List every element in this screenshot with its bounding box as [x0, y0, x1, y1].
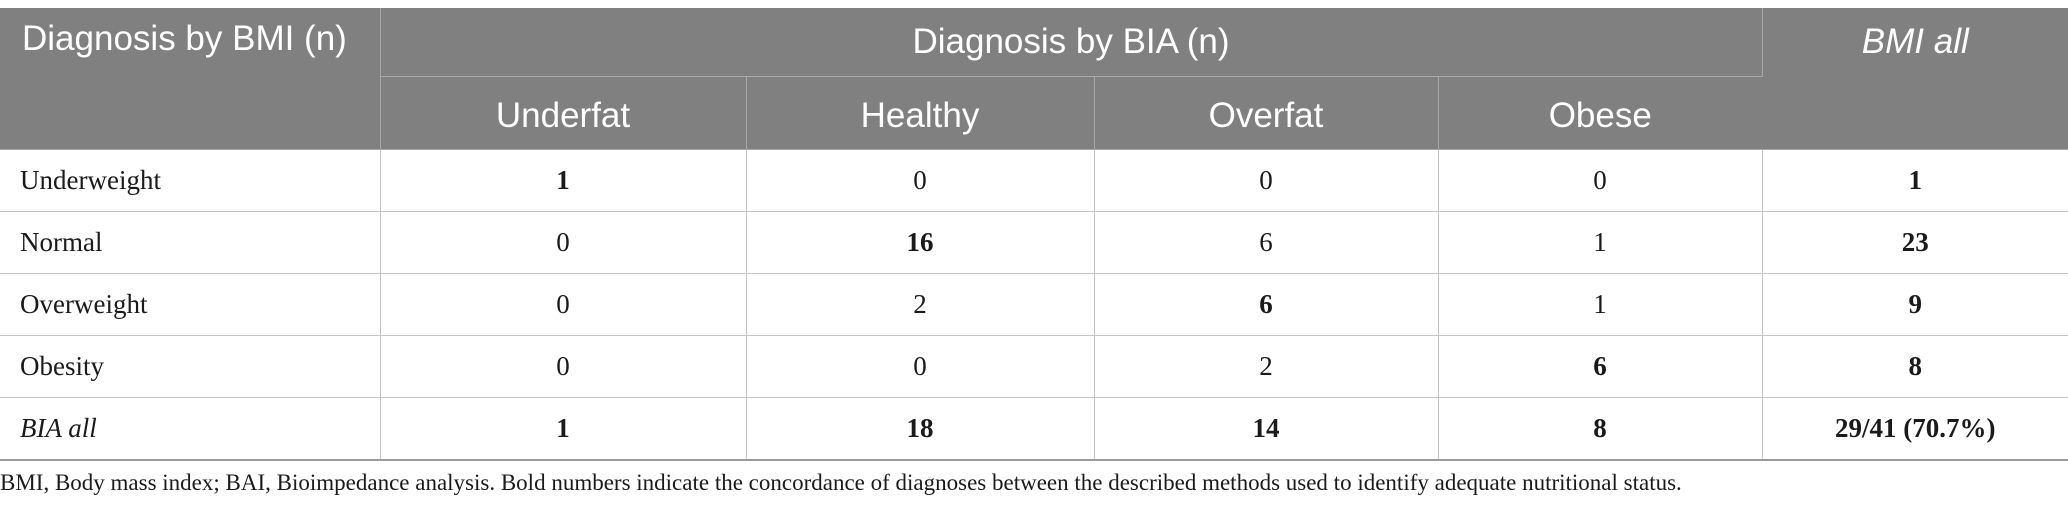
table-cell: 0	[1094, 149, 1439, 212]
header-row-group: Diagnosis by BMI (n) Diagnosis by BIA (n…	[0, 8, 2068, 150]
group-header-label: Diagnosis by BIA (n)	[380, 8, 1763, 77]
table-row-normal: Normal 0 16 6 1 23	[0, 211, 2068, 274]
table-cell: 2	[746, 273, 1095, 336]
row-label: BIA all	[0, 397, 381, 461]
column-total-cell: 8	[1438, 397, 1763, 461]
table-cell: 1	[380, 149, 747, 212]
row-header-label: Diagnosis by BMI (n)	[0, 8, 381, 150]
column-header-healthy: Healthy	[746, 76, 1095, 150]
row-total-cell: 8	[1762, 335, 2068, 398]
column-header-overfat: Overfat	[1094, 76, 1439, 150]
table-header: Diagnosis by BMI (n) Diagnosis by BIA (n…	[0, 8, 2068, 150]
row-total-cell: 23	[1762, 211, 2068, 274]
row-label: Normal	[0, 211, 381, 274]
table-cell: 0	[380, 335, 747, 398]
column-total-cell: 1	[380, 397, 747, 461]
table-footnote: BMI, Body mass index; BAI, Bioimpedance …	[0, 470, 1682, 495]
table-cell: 1	[1438, 273, 1763, 336]
table-cell: 0	[380, 273, 747, 336]
table-cell: 6	[1438, 335, 1763, 398]
table-cell: 0	[746, 335, 1095, 398]
table-cell: 1	[1438, 211, 1763, 274]
row-total-cell: 1	[1762, 149, 2068, 212]
row-label: Overweight	[0, 273, 381, 336]
column-header-underfat: Underfat	[380, 76, 747, 150]
table-cell: 2	[1094, 335, 1439, 398]
table-cell: 0	[746, 149, 1095, 212]
row-label: Obesity	[0, 335, 381, 398]
column-header-obese: Obese	[1438, 76, 1763, 150]
table-row-underweight: Underweight 1 0 0 0 1	[0, 149, 2068, 212]
table-container: Diagnosis by BMI (n) Diagnosis by BIA (n…	[0, 8, 2068, 461]
table-row-obesity: Obesity 0 0 2 6 8	[0, 335, 2068, 398]
table-cell: 0	[380, 211, 747, 274]
table-cell: 6	[1094, 273, 1439, 336]
table-cell: 16	[746, 211, 1095, 274]
table-cell: 6	[1094, 211, 1439, 274]
column-total-cell: 14	[1094, 397, 1439, 461]
header-row-columns: Underfat Healthy Overfat Obese	[0, 76, 2068, 150]
total-column-header: BMI all	[1762, 8, 2068, 150]
table-row-bia-all: BIA all 1 18 14 8 29/41 (70.7%)	[0, 397, 2068, 461]
row-total-cell: 9	[1762, 273, 2068, 336]
column-total-cell: 18	[746, 397, 1095, 461]
grand-total-cell: 29/41 (70.7%)	[1762, 397, 2068, 461]
concordance-table: Diagnosis by BMI (n) Diagnosis by BIA (n…	[0, 8, 2068, 461]
row-label: Underweight	[0, 149, 381, 212]
table-cell: 0	[1438, 149, 1763, 212]
table-body: Underweight 1 0 0 0 1 Normal 0 16 6 1 23…	[0, 149, 2068, 461]
table-row-overweight: Overweight 0 2 6 1 9	[0, 273, 2068, 336]
